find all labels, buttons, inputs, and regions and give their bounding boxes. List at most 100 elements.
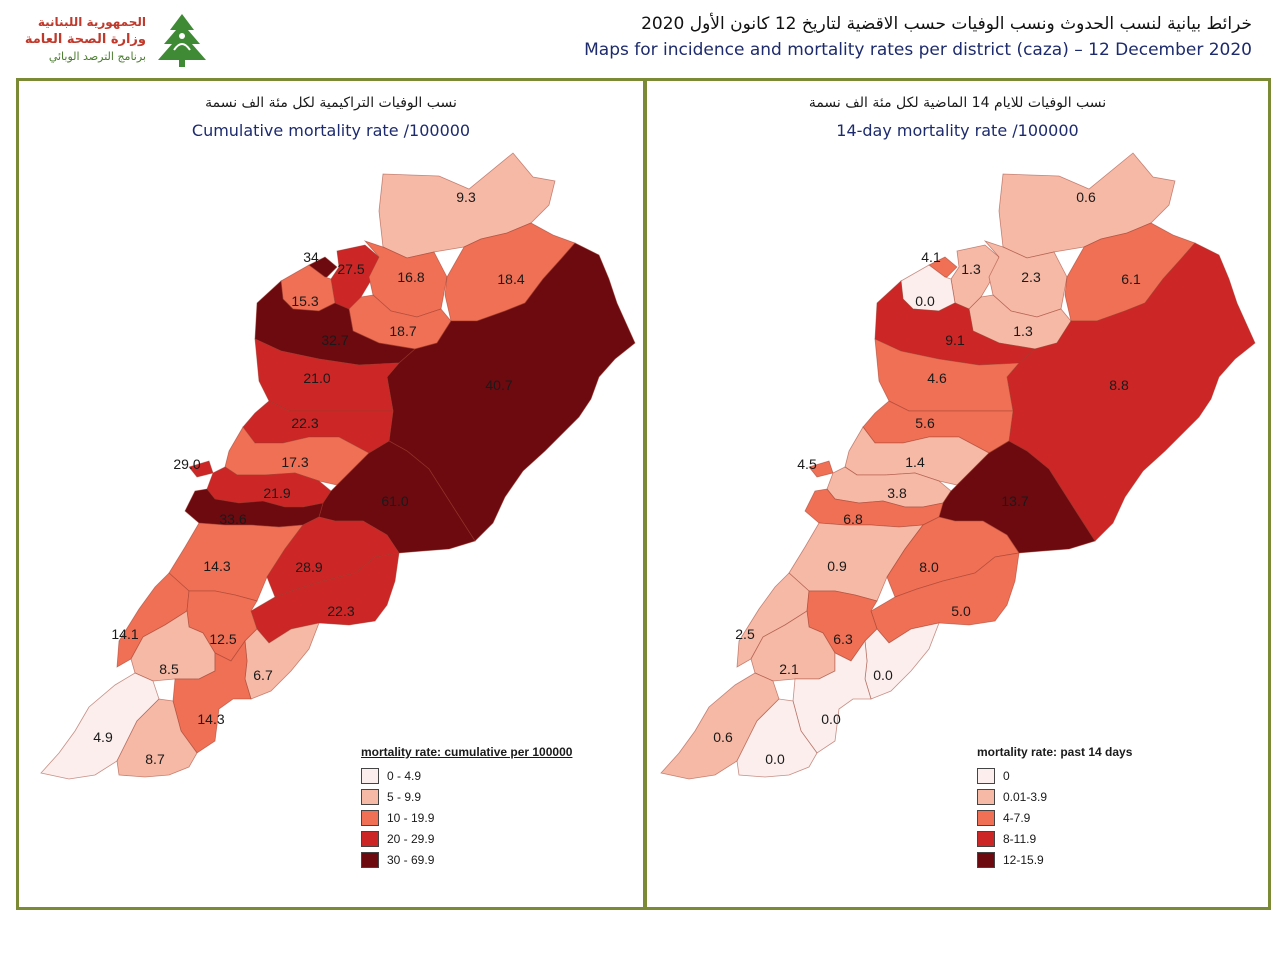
district-value-label: 21.0 xyxy=(303,370,330,386)
legend-label: 0 xyxy=(1003,768,1010,783)
district-value-label: 2.5 xyxy=(735,626,755,642)
legend-swatch xyxy=(977,809,995,826)
district-region[interactable] xyxy=(792,639,872,754)
district-value-label: 2.3 xyxy=(1021,269,1041,285)
district-value-label: 0.0 xyxy=(873,667,893,683)
legend-label: 0 - 4.9 xyxy=(387,768,422,783)
district-value-label: 6.1 xyxy=(1121,271,1141,287)
legend-swatch xyxy=(361,788,379,805)
fourteen-day-mortality-map-panel: نسب الوفيات للايام 14 الماضية لكل مئة ال… xyxy=(644,78,1271,910)
district-value-label: 0.6 xyxy=(1076,189,1096,205)
legend-label: 20 - 29.9 xyxy=(387,831,435,846)
district-value-label: 4.9 xyxy=(93,729,113,745)
district-region[interactable] xyxy=(244,622,320,700)
ministry-logo-text: الجمهورية اللبنانية وزارة الصحة العامة ب… xyxy=(16,14,146,65)
legend-swatch xyxy=(977,851,995,868)
district-value-label: 12.5 xyxy=(209,631,236,647)
district-value-label: 14.1 xyxy=(111,626,138,642)
district-value-label: 14.3 xyxy=(197,711,224,727)
district-value-label: 9.3 xyxy=(456,189,476,205)
legend-swatch xyxy=(361,851,379,868)
district-value-label: 6.8 xyxy=(843,511,863,527)
legend-item: 8-11.9 xyxy=(977,828,1132,849)
district-value-label: 27.5 xyxy=(337,261,364,277)
district-region[interactable] xyxy=(40,672,160,780)
cumulative-mortality-map-panel: نسب الوفيات التراكيمية لكل مئة الف نسمة … xyxy=(16,78,646,910)
district-value-label: 0.0 xyxy=(915,293,935,309)
district-region[interactable] xyxy=(116,698,198,778)
page-header: الجمهورية اللبنانية وزارة الصحة العامة ب… xyxy=(0,0,1280,78)
fourteen-day-map-title-arabic: نسب الوفيات للايام 14 الماضية لكل مئة ال… xyxy=(808,95,1107,111)
fourteen-day-map-legend: mortality rate: past 14 days 0 0.01-3.9 … xyxy=(977,745,1132,870)
district-value-label: 5.6 xyxy=(915,415,935,431)
legend-item: 10 - 19.9 xyxy=(361,807,572,828)
legend-item: 12-15.9 xyxy=(977,849,1132,870)
district-region[interactable] xyxy=(660,672,780,780)
district-region[interactable] xyxy=(864,622,940,700)
district-value-label: 5.0 xyxy=(951,603,971,619)
district-value-label: 8.0 xyxy=(919,559,939,575)
district-value-label: 2.1 xyxy=(779,661,799,677)
district-value-label: 33.6 xyxy=(219,511,246,527)
district-value-label: 6.3 xyxy=(833,631,853,647)
legend-label: 0.01-3.9 xyxy=(1003,789,1048,804)
district-value-label: 15.3 xyxy=(291,293,318,309)
district-value-label: 0.9 xyxy=(827,558,847,574)
district-value-label: 18.7 xyxy=(389,323,416,339)
district-value-label: 8.7 xyxy=(145,751,165,767)
legend-label: 10 - 19.9 xyxy=(387,810,435,825)
legend-swatch xyxy=(977,767,995,784)
page-title-english: Maps for incidence and mortality rates p… xyxy=(584,40,1252,60)
district-value-label: 1.3 xyxy=(1013,323,1033,339)
fourteen-day-map-title-english: 14-day mortality rate /100000 xyxy=(836,121,1079,140)
legend-title: mortality rate: past 14 days xyxy=(977,745,1133,759)
district-region[interactable] xyxy=(172,639,252,754)
legend-item: 0.01-3.9 xyxy=(977,786,1132,807)
district-value-label: 32.7 xyxy=(321,332,348,348)
cumulative-map-legend: mortality rate: cumulative per 100000 0 … xyxy=(361,745,572,870)
district-value-label: 18.4 xyxy=(497,271,524,287)
legend-item: 4-7.9 xyxy=(977,807,1132,828)
district-value-label: 1.3 xyxy=(961,261,981,277)
legend-item: 0 xyxy=(977,765,1132,786)
district-value-label: 21.9 xyxy=(263,485,290,501)
legend-label: 5 - 9.9 xyxy=(387,789,422,804)
district-value-label: 14.3 xyxy=(203,558,230,574)
cumulative-map-title-arabic: نسب الوفيات التراكيمية لكل مئة الف نسمة xyxy=(205,95,457,111)
district-value-label: 40.7 xyxy=(485,377,512,393)
cumulative-map-title-english: Cumulative mortality rate /100000 xyxy=(191,121,471,140)
legend-title: mortality rate: cumulative per 100000 xyxy=(361,745,573,759)
district-value-label: 61.0 xyxy=(381,493,408,509)
district-value-label: 22.3 xyxy=(291,415,318,431)
legend-item: 0 - 4.9 xyxy=(361,765,572,786)
legend-label: 8-11.9 xyxy=(1003,831,1037,846)
fourteen-day-mortality-map: 0.6 4.1 1.3 2.3 6.1 0.0 1.3 9.1 8.8 4.6 5.6 4.5 1.4 3… xyxy=(660,152,1256,780)
district-value-label: 3.8 xyxy=(887,485,907,501)
district-value-label: 16.8 xyxy=(397,269,424,285)
logo-line-republic: الجمهورية اللبنانية xyxy=(37,15,146,29)
legend-swatch xyxy=(361,767,379,784)
district-value-label: 9.1 xyxy=(945,332,965,348)
district-value-label: 4.1 xyxy=(921,249,941,265)
logo-line-ministry: وزارة الصحة العامة xyxy=(24,32,146,47)
district-value-label: 8.5 xyxy=(159,661,179,677)
legend-item: 5 - 9.9 xyxy=(361,786,572,807)
legend-label: 4-7.9 xyxy=(1003,810,1031,825)
legend-swatch xyxy=(977,830,995,847)
legend-swatch xyxy=(361,830,379,847)
district-value-label: 28.9 xyxy=(295,559,322,575)
district-value-label: 1.4 xyxy=(905,454,925,470)
district-region[interactable] xyxy=(736,698,818,778)
district-value-label: 29.0 xyxy=(173,456,200,472)
cumulative-mortality-map: 9.3 34 27.5 16.8 18.4 15.3 18.7 32.7 40.7 21.0 22.… xyxy=(40,152,636,780)
district-value-label: 0.6 xyxy=(713,729,733,745)
district-value-label: 17.3 xyxy=(281,454,308,470)
cedar-hands-logo-icon xyxy=(158,14,206,67)
page-title-arabic: خرائط بيانية لنسب الحدوث ونسب الوفيات حس… xyxy=(641,14,1252,34)
district-value-label: 4.6 xyxy=(927,370,947,386)
legend-swatch xyxy=(361,809,379,826)
district-value-label: 0.0 xyxy=(765,751,785,767)
district-value-label: 13.7 xyxy=(1001,493,1028,509)
logo-line-program: برنامج الترصد الوبائي xyxy=(48,50,146,63)
legend-label: 30 - 69.9 xyxy=(387,852,435,867)
